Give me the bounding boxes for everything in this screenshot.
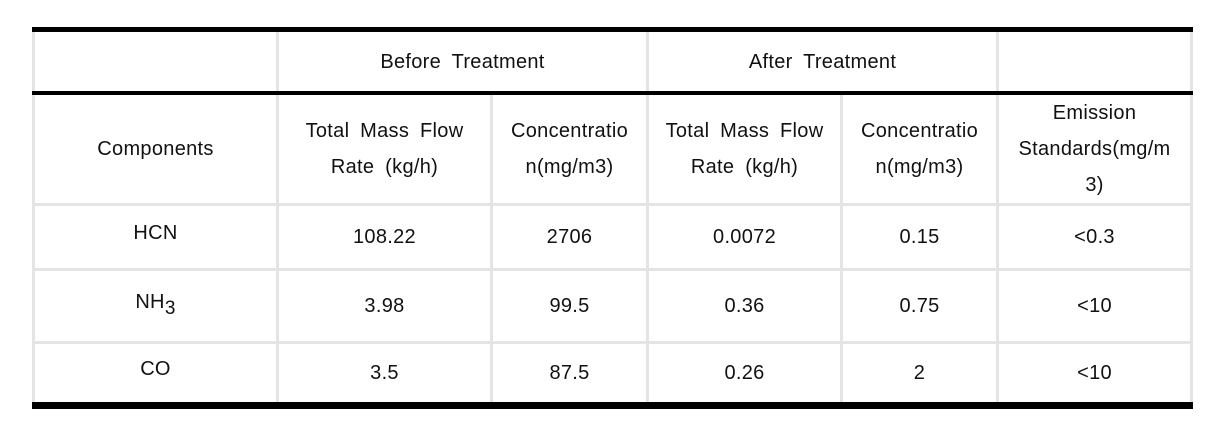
cell-concentration-before: 99.5 [489, 268, 650, 344]
corner-cell-left [32, 28, 279, 95]
component-subscript: 3 [164, 298, 176, 320]
col-header-mass-flow-after: Total Mass Flow Rate (kg/h) [646, 91, 844, 206]
cell-emission-standard: <0.3 [996, 203, 1194, 271]
col-header-concentration-after: Concentratio n(mg/m3) [840, 91, 1000, 206]
cell-component: CO [32, 341, 279, 407]
cell-mass-flow-after: 0.26 [646, 341, 844, 407]
col-header-components: Components [32, 91, 279, 206]
cell-emission-standard: <10 [996, 268, 1194, 344]
component-label: HCN [133, 222, 178, 245]
component-label: CO [140, 358, 171, 381]
cell-concentration-after: 0.15 [840, 203, 1000, 271]
group-header-row: Before Treatment After Treatment [32, 28, 1194, 95]
col-header-mass-flow-before: Total Mass Flow Rate (kg/h) [276, 91, 493, 206]
cell-component: NH3 [32, 268, 279, 344]
cell-concentration-before: 2706 [489, 203, 650, 271]
column-header-row: Components Total Mass Flow Rate (kg/h) C… [32, 91, 1194, 206]
group-header-after: After Treatment [646, 28, 1000, 95]
cell-component: HCN [32, 203, 279, 271]
cell-concentration-after: 0.75 [840, 268, 1000, 344]
table-row: NH3 3.98 99.5 0.36 0.75 <10 [32, 268, 1194, 344]
col-header-concentration-before: Concentratio n(mg/m3) [489, 91, 650, 206]
table-row: HCN 108.22 2706 0.0072 0.15 <0.3 [32, 203, 1194, 271]
cell-emission-standard: <10 [996, 341, 1194, 407]
cell-concentration-before: 87.5 [489, 341, 650, 407]
component-label: NH [135, 291, 165, 314]
cell-mass-flow-before: 108.22 [276, 203, 493, 271]
col-header-emission-standards: Emission Standards(mg/m 3) [996, 91, 1194, 206]
emissions-table-container: Before Treatment After Treatment Compone… [32, 27, 1194, 409]
corner-cell-right [996, 28, 1194, 95]
group-header-before: Before Treatment [275, 28, 650, 95]
emissions-table: Before Treatment After Treatment Compone… [32, 27, 1194, 409]
cell-mass-flow-after: 0.36 [646, 268, 844, 344]
cell-mass-flow-before: 3.5 [276, 341, 493, 407]
cell-mass-flow-after: 0.0072 [646, 203, 844, 271]
cell-mass-flow-before: 3.98 [276, 268, 493, 344]
cell-concentration-after: 2 [840, 341, 1000, 407]
table-row: CO 3.5 87.5 0.26 2 <10 [32, 341, 1194, 407]
